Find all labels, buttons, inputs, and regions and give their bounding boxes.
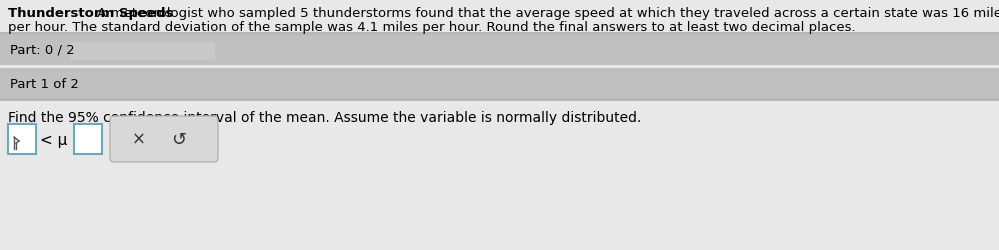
FancyBboxPatch shape: [0, 36, 999, 66]
Text: Part: 0 / 2: Part: 0 / 2: [10, 43, 75, 56]
FancyBboxPatch shape: [70, 43, 215, 61]
FancyBboxPatch shape: [8, 124, 36, 154]
FancyBboxPatch shape: [0, 98, 999, 102]
FancyBboxPatch shape: [0, 33, 999, 36]
FancyBboxPatch shape: [110, 116, 218, 162]
Text: ×: ×: [132, 130, 146, 148]
FancyBboxPatch shape: [0, 69, 999, 98]
Text: per hour. The standard deviation of the sample was 4.1 miles per hour. Round the: per hour. The standard deviation of the …: [8, 21, 855, 34]
FancyBboxPatch shape: [74, 124, 102, 154]
Text: A meteorologist who sampled 5 thunderstorms found that the average speed at whic: A meteorologist who sampled 5 thundersto…: [93, 7, 999, 20]
Text: ↺: ↺: [172, 130, 187, 148]
Text: < μ <: < μ <: [40, 132, 85, 147]
Text: Find the 95% confidence interval of the mean. Assume the variable is normally di: Find the 95% confidence interval of the …: [8, 110, 641, 124]
Text: Part 1 of 2: Part 1 of 2: [10, 77, 79, 90]
Text: Thunderstorm Speeds: Thunderstorm Speeds: [8, 7, 174, 20]
